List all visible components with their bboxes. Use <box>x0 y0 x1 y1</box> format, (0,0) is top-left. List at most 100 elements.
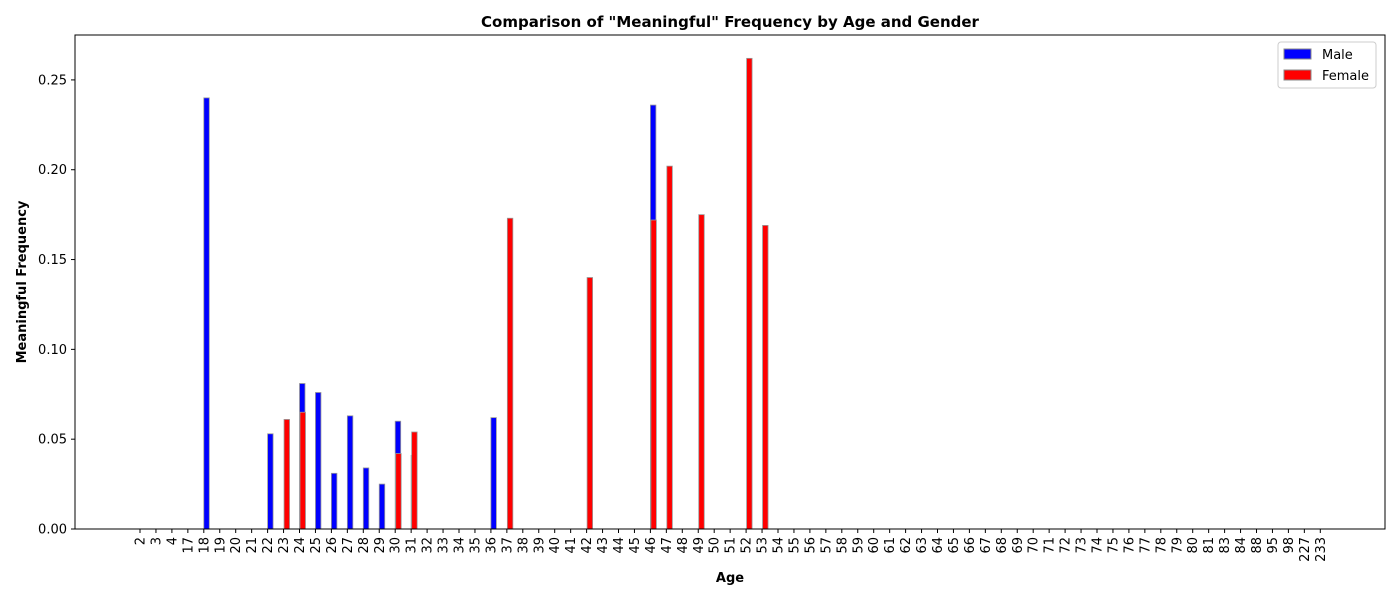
bar-female <box>283 419 290 530</box>
bar-male <box>315 392 322 530</box>
bar-male <box>267 433 274 530</box>
x-tick-label: 58 <box>835 537 850 554</box>
bar-male <box>378 483 386 530</box>
x-tick-label: 67 <box>979 537 994 554</box>
x-tick-label: 65 <box>947 537 962 554</box>
bar-female <box>698 214 705 530</box>
x-tick-label: 233 <box>1314 537 1329 562</box>
bar-female <box>299 411 306 530</box>
bar-female <box>586 277 593 530</box>
bar-female <box>395 453 402 530</box>
x-tick-label: 4 <box>165 537 180 545</box>
x-tick-label: 33 <box>437 537 452 554</box>
x-tick-label: 81 <box>1202 537 1217 554</box>
x-tick-label: 61 <box>883 537 898 554</box>
legend-swatch-male <box>1283 48 1312 60</box>
x-tick-label: 50 <box>708 537 723 554</box>
x-tick-label: 76 <box>1122 537 1137 554</box>
x-tick-label: 49 <box>692 537 707 554</box>
bar-male <box>330 472 338 530</box>
x-tick-label: 19 <box>213 537 228 554</box>
plot-frame <box>74 34 1386 530</box>
x-tick-label: 21 <box>245 537 260 554</box>
x-tick-label: 73 <box>1075 537 1090 554</box>
y-tick-label: 0.10 <box>38 343 67 358</box>
x-tick-label: 46 <box>644 537 659 554</box>
x-tick-label: 227 <box>1298 537 1313 562</box>
x-tick-label: 45 <box>628 537 643 554</box>
x-tick-label: 63 <box>915 537 930 554</box>
x-tick-label: 37 <box>500 537 515 554</box>
bar-female <box>650 219 657 530</box>
x-tick-label: 59 <box>851 537 866 554</box>
x-tick-label: 30 <box>389 537 404 554</box>
x-tick-label: 95 <box>1266 537 1281 554</box>
x-tick-label: 52 <box>740 537 755 554</box>
x-tick-label: 74 <box>1091 537 1106 554</box>
x-tick-label: 26 <box>325 537 340 554</box>
x-tick-label: 43 <box>596 537 611 554</box>
x-tick-label: 31 <box>405 537 420 554</box>
x-tick-label: 25 <box>309 537 324 554</box>
x-tick-label: 18 <box>197 537 212 554</box>
x-tick-label: 84 <box>1234 537 1249 554</box>
x-tick-label: 47 <box>660 537 675 554</box>
x-tick-label: 34 <box>453 537 468 554</box>
x-tick-label: 28 <box>357 537 372 554</box>
x-tick-label: 40 <box>548 537 563 554</box>
x-tick-label: 51 <box>724 537 739 554</box>
x-tick-label: 29 <box>373 537 388 554</box>
x-tick-label: 98 <box>1282 537 1297 554</box>
legend-swatch-female <box>1283 69 1312 81</box>
x-tick-label: 24 <box>293 537 308 554</box>
x-tick-label: 22 <box>261 537 276 554</box>
x-tick-label: 35 <box>468 537 483 554</box>
x-tick-label: 79 <box>1170 537 1185 554</box>
x-tick-label: 23 <box>277 537 292 554</box>
x-tick-label: 17 <box>181 537 196 554</box>
x-tick-label: 3 <box>149 537 164 545</box>
bar-male <box>362 467 370 530</box>
x-tick-label: 48 <box>676 537 691 554</box>
x-tick-label: 54 <box>772 537 787 554</box>
x-tick-label: 32 <box>421 537 436 554</box>
x-tick-label: 42 <box>580 537 595 554</box>
x-tick-label: 38 <box>516 537 531 554</box>
y-tick-label: 0.15 <box>38 253 67 268</box>
bar-female <box>506 217 514 530</box>
plot-area: 0.000.050.100.150.200.252 3 4 17 18 19 20 21 22 2… <box>38 34 1386 562</box>
bar-female <box>762 225 769 530</box>
x-tick-label: 83 <box>1218 537 1233 554</box>
bar-male <box>490 417 497 530</box>
legend-label-male: Male <box>1322 48 1353 63</box>
x-tick-label: 75 <box>1106 537 1121 554</box>
legend: Male Female <box>1277 41 1377 89</box>
x-tick-label: 62 <box>899 537 914 554</box>
x-tick-label: 66 <box>963 537 978 554</box>
x-tick-label: 71 <box>1043 537 1058 554</box>
y-tick-label: 0.00 <box>38 523 67 538</box>
bar-male <box>346 415 354 530</box>
x-tick-label: 77 <box>1138 537 1153 554</box>
x-tick-label: 20 <box>229 537 244 554</box>
x-tick-label: 60 <box>867 537 882 554</box>
x-tick-label: 44 <box>612 537 627 554</box>
x-tick-label: 69 <box>1011 537 1026 554</box>
x-tick-label: 53 <box>756 537 771 554</box>
bar-male <box>203 97 210 530</box>
bar-female <box>746 57 753 530</box>
x-tick-label: 70 <box>1027 537 1042 554</box>
x-tick-label: 88 <box>1250 537 1265 554</box>
x-tick-label: 56 <box>803 537 818 554</box>
bar-female <box>411 431 418 530</box>
x-axis-title: Age <box>716 571 744 586</box>
x-tick-label: 36 <box>484 537 499 554</box>
x-tick-label: 41 <box>564 537 579 554</box>
y-tick-label: 0.20 <box>38 163 67 178</box>
legend-label-female: Female <box>1322 69 1369 84</box>
bar-female <box>666 165 673 530</box>
y-tick-label: 0.05 <box>38 433 67 448</box>
x-tick-label: 39 <box>532 537 547 554</box>
